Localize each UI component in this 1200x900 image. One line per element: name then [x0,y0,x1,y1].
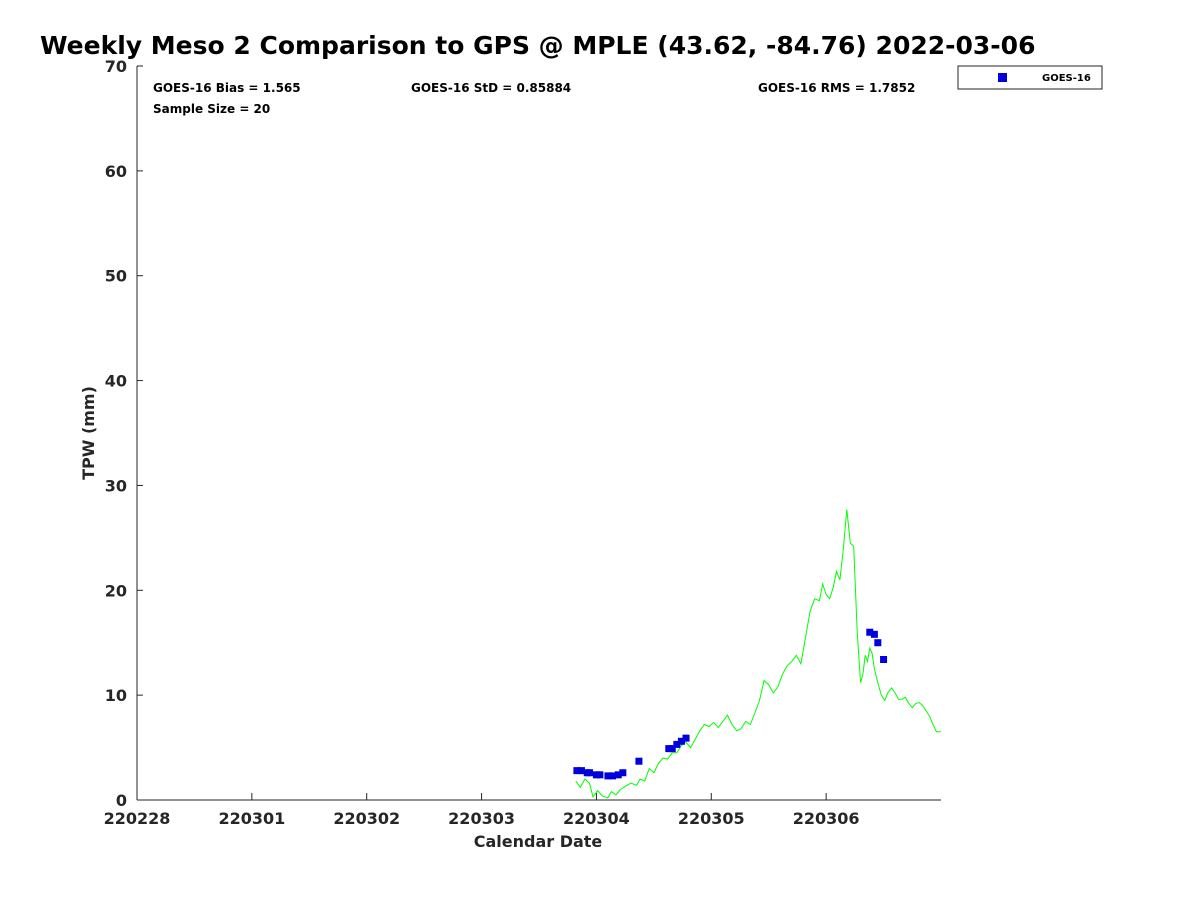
series-layer [573,509,941,799]
goes16-point [677,737,685,745]
goes16-point [668,745,676,753]
stat-bias: GOES-16 Bias = 1.565 [153,81,301,95]
goes16-point [874,639,882,647]
x-tick-label: 220301 [218,809,285,828]
goes16-point [573,767,581,775]
legend-marker-goes16 [998,73,1007,82]
y-tick-label: 50 [105,267,127,286]
legend: GOES-16 [957,65,1103,90]
goes16-point [866,628,874,636]
y-tick-label: 20 [105,581,127,600]
y-tick-label: 0 [116,791,127,810]
legend-label-goes16: GOES-16 [1042,73,1091,84]
y-tick-label: 40 [105,372,127,391]
x-tick-label: 220304 [563,809,630,828]
goes16-point [682,734,690,742]
goes16-point [577,767,585,775]
legend-box [957,65,1103,90]
x-tick-label: 220306 [793,809,860,828]
y-tick-label: 30 [105,476,127,495]
plot-area [137,66,941,800]
y-tick-label: 70 [105,57,127,76]
goes16-point [635,757,643,765]
goes16-point [604,772,612,780]
goes16-point [870,630,878,638]
chart-title: Weekly Meso 2 Comparison to GPS @ MPLE (… [40,31,1035,60]
x-tick-label: 220228 [104,809,171,828]
goes16-point [596,771,604,779]
goes16-point [614,771,622,779]
y-tick-label: 10 [105,686,127,705]
y-axis-ticks: 0 10 20 30 40 50 60 70 [105,57,143,810]
x-tick-label: 220302 [333,809,400,828]
x-tick-label: 220305 [678,809,745,828]
x-tick-label: 220303 [448,809,515,828]
stat-std: GOES-16 StD = 0.85884 [411,81,571,95]
goes16-point [609,772,617,780]
goes16-point [619,769,627,777]
goes16-point [673,740,681,748]
x-axis-label: Calendar Date [474,832,603,851]
x-axis-ticks: 220228 220301 220302 220303 220304 220305 2203… [104,793,860,828]
series-line-gps [575,509,941,799]
stat-sample-size: Sample Size = 20 [153,102,270,116]
y-axis-label: TPW (mm) [79,386,98,480]
y-tick-label: 60 [105,162,127,181]
stat-rms: GOES-16 RMS = 1.7852 [758,81,915,95]
goes16-point [880,655,888,663]
goes16-point [586,769,594,777]
